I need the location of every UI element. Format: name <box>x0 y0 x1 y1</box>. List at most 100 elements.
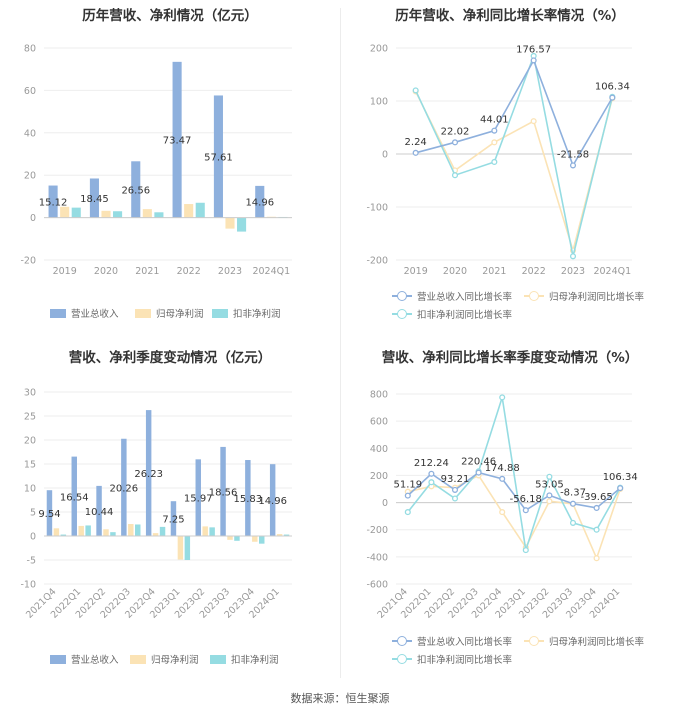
data-point <box>522 547 529 554</box>
legend-swatch <box>524 291 544 301</box>
bar-revenue <box>96 485 102 536</box>
bar-revenue <box>121 438 127 536</box>
data-label: 106.34 <box>595 82 630 93</box>
legend-swatch <box>392 291 412 301</box>
data-label: 174.88 <box>485 463 520 474</box>
data-point <box>451 486 459 493</box>
legend-item-deducted-profit-growth[interactable]: 扣非净利润同比增长率 <box>392 307 512 321</box>
bar-net-profit <box>128 524 134 536</box>
data-point <box>546 498 553 505</box>
legend-label: 营业总收入同比增长率 <box>417 637 513 648</box>
legend-item-revenue[interactable]: 营业总收入 <box>50 652 119 666</box>
data-label: 51.19 <box>393 480 422 491</box>
data-point <box>428 479 435 486</box>
y-tick-label: 5 <box>30 508 36 519</box>
panel-divider <box>340 8 341 678</box>
data-point <box>491 158 498 166</box>
data-label: 93.21 <box>441 474 470 485</box>
data-label: -39.65 <box>580 492 612 503</box>
data-label: 14.96 <box>258 496 287 507</box>
chart-title: 营收、净利同比增长率季度变动情况（%） <box>381 350 639 366</box>
x-tick-label: 2021 <box>135 266 159 277</box>
legend-item-net-profit-growth[interactable]: 归母净利润同比增长率 <box>524 289 644 303</box>
bar-net-profit <box>276 534 283 536</box>
y-tick-label: -600 <box>366 580 388 591</box>
bar-deducted-profit <box>110 532 116 536</box>
data-label: 20.26 <box>110 483 139 494</box>
legend-item-net-profit-growth[interactable]: 归母净利润同比增长率 <box>524 634 644 648</box>
bar-deducted-profit <box>209 527 215 536</box>
legend-item-net-profit[interactable]: 归母净利润 <box>135 306 204 320</box>
data-label: 44.01 <box>480 115 509 126</box>
legend-label: 归母净利润 <box>156 309 204 320</box>
data-point <box>569 500 577 507</box>
data-label: 18.45 <box>80 194 109 205</box>
x-tick-label: 2019 <box>404 266 428 277</box>
y-tick-label: -200 <box>366 256 388 267</box>
legend-item-revenue-growth[interactable]: 营业总收入同比增长率 <box>392 634 512 648</box>
bar-deducted-profit <box>159 526 166 536</box>
legend-label: 归母净利润同比增长率 <box>549 637 645 648</box>
data-point <box>546 492 553 499</box>
series-line-deducted-profit-growth <box>414 53 614 257</box>
bar-revenue <box>220 446 226 536</box>
data-point <box>451 495 459 502</box>
bar-revenue <box>131 161 141 218</box>
data-label: 15.12 <box>39 198 68 209</box>
bar-net-profit <box>184 204 194 218</box>
legend-label: 营业总收入 <box>71 309 119 320</box>
y-tick-label: 0 <box>382 150 388 161</box>
legend-item-deducted-profit[interactable]: 扣非净利润 <box>212 306 281 320</box>
data-point <box>617 485 624 492</box>
y-tick-label: 400 <box>370 444 388 455</box>
data-label: 212.24 <box>414 458 449 469</box>
bar-net-profit <box>78 525 84 536</box>
bar-deducted-profit <box>113 211 123 218</box>
y-tick-label: 0 <box>30 213 36 224</box>
chart-annual-growth-rate-svg: -200 -100 0 100 200 2.24 22.02 44.01 176.57 -21.5… <box>366 44 632 277</box>
data-point <box>569 253 577 260</box>
x-tick-label: 2021 <box>482 266 506 277</box>
legend-item-net-profit[interactable]: 归母净利润 <box>130 652 199 666</box>
x-tick-label: 2024Q1 <box>252 266 290 277</box>
legend-item-deducted-profit[interactable]: 扣非净利润 <box>210 652 279 666</box>
legend-item-revenue-growth[interactable]: 营业总收入同比增长率 <box>392 289 512 303</box>
bar-net-profit <box>152 533 159 536</box>
legend-item-revenue[interactable]: 营业总收入 <box>50 306 119 320</box>
chart-title: 历年营收、净利同比增长率情况（%） <box>395 8 625 24</box>
bar-deducted-profit <box>259 536 265 544</box>
legend-item-deducted-profit-growth[interactable]: 扣非净利润同比增长率 <box>392 652 512 666</box>
y-tick-label: 60 <box>24 86 36 97</box>
chart-annual-revenue-profit-svg: -20 0 20 40 60 80 15.12 18.45 26.56 73.47 57.61 14.… <box>20 44 292 277</box>
y-tick-label: 25 <box>24 412 36 423</box>
data-point <box>412 149 419 156</box>
legend-label: 扣非净利润同比增长率 <box>417 310 513 321</box>
data-point <box>491 127 498 134</box>
y-tick-label: 200 <box>370 44 388 55</box>
data-point <box>569 519 577 526</box>
data-label: -56.18 <box>510 494 542 505</box>
chart-quarterly-revenue-profit: 营收、净利季度变动情况（亿元） -10 -5 0 5 10 15 20 25 30 9.54 16.… <box>0 342 340 688</box>
bar-net-profit <box>103 529 109 536</box>
bar-net-profit <box>227 536 233 540</box>
x-tick-label: 2020 <box>443 266 467 277</box>
legend-swatch <box>50 654 66 664</box>
data-label: 176.57 <box>516 44 551 55</box>
bar-net-profit <box>142 209 152 218</box>
legend-label: 扣非净利润 <box>231 655 279 666</box>
bar-net-profit <box>252 536 258 542</box>
data-label: 16.54 <box>60 492 89 503</box>
legend-label: 归母净利润同比增长率 <box>549 292 645 303</box>
bar-net-profit <box>60 206 70 218</box>
data-point <box>499 509 506 516</box>
bar-revenue <box>269 464 276 536</box>
y-tick-label: 600 <box>370 417 388 428</box>
y-tick-label: 20 <box>24 436 36 447</box>
bar-revenue <box>255 185 265 218</box>
data-label: -8.37 <box>560 488 586 499</box>
data-label: 15.83 <box>234 494 263 505</box>
bar-deducted-profit <box>195 202 205 218</box>
data-label: 106.34 <box>603 472 638 483</box>
legend-swatch <box>392 636 412 646</box>
bar-deducted-profit <box>60 534 67 536</box>
